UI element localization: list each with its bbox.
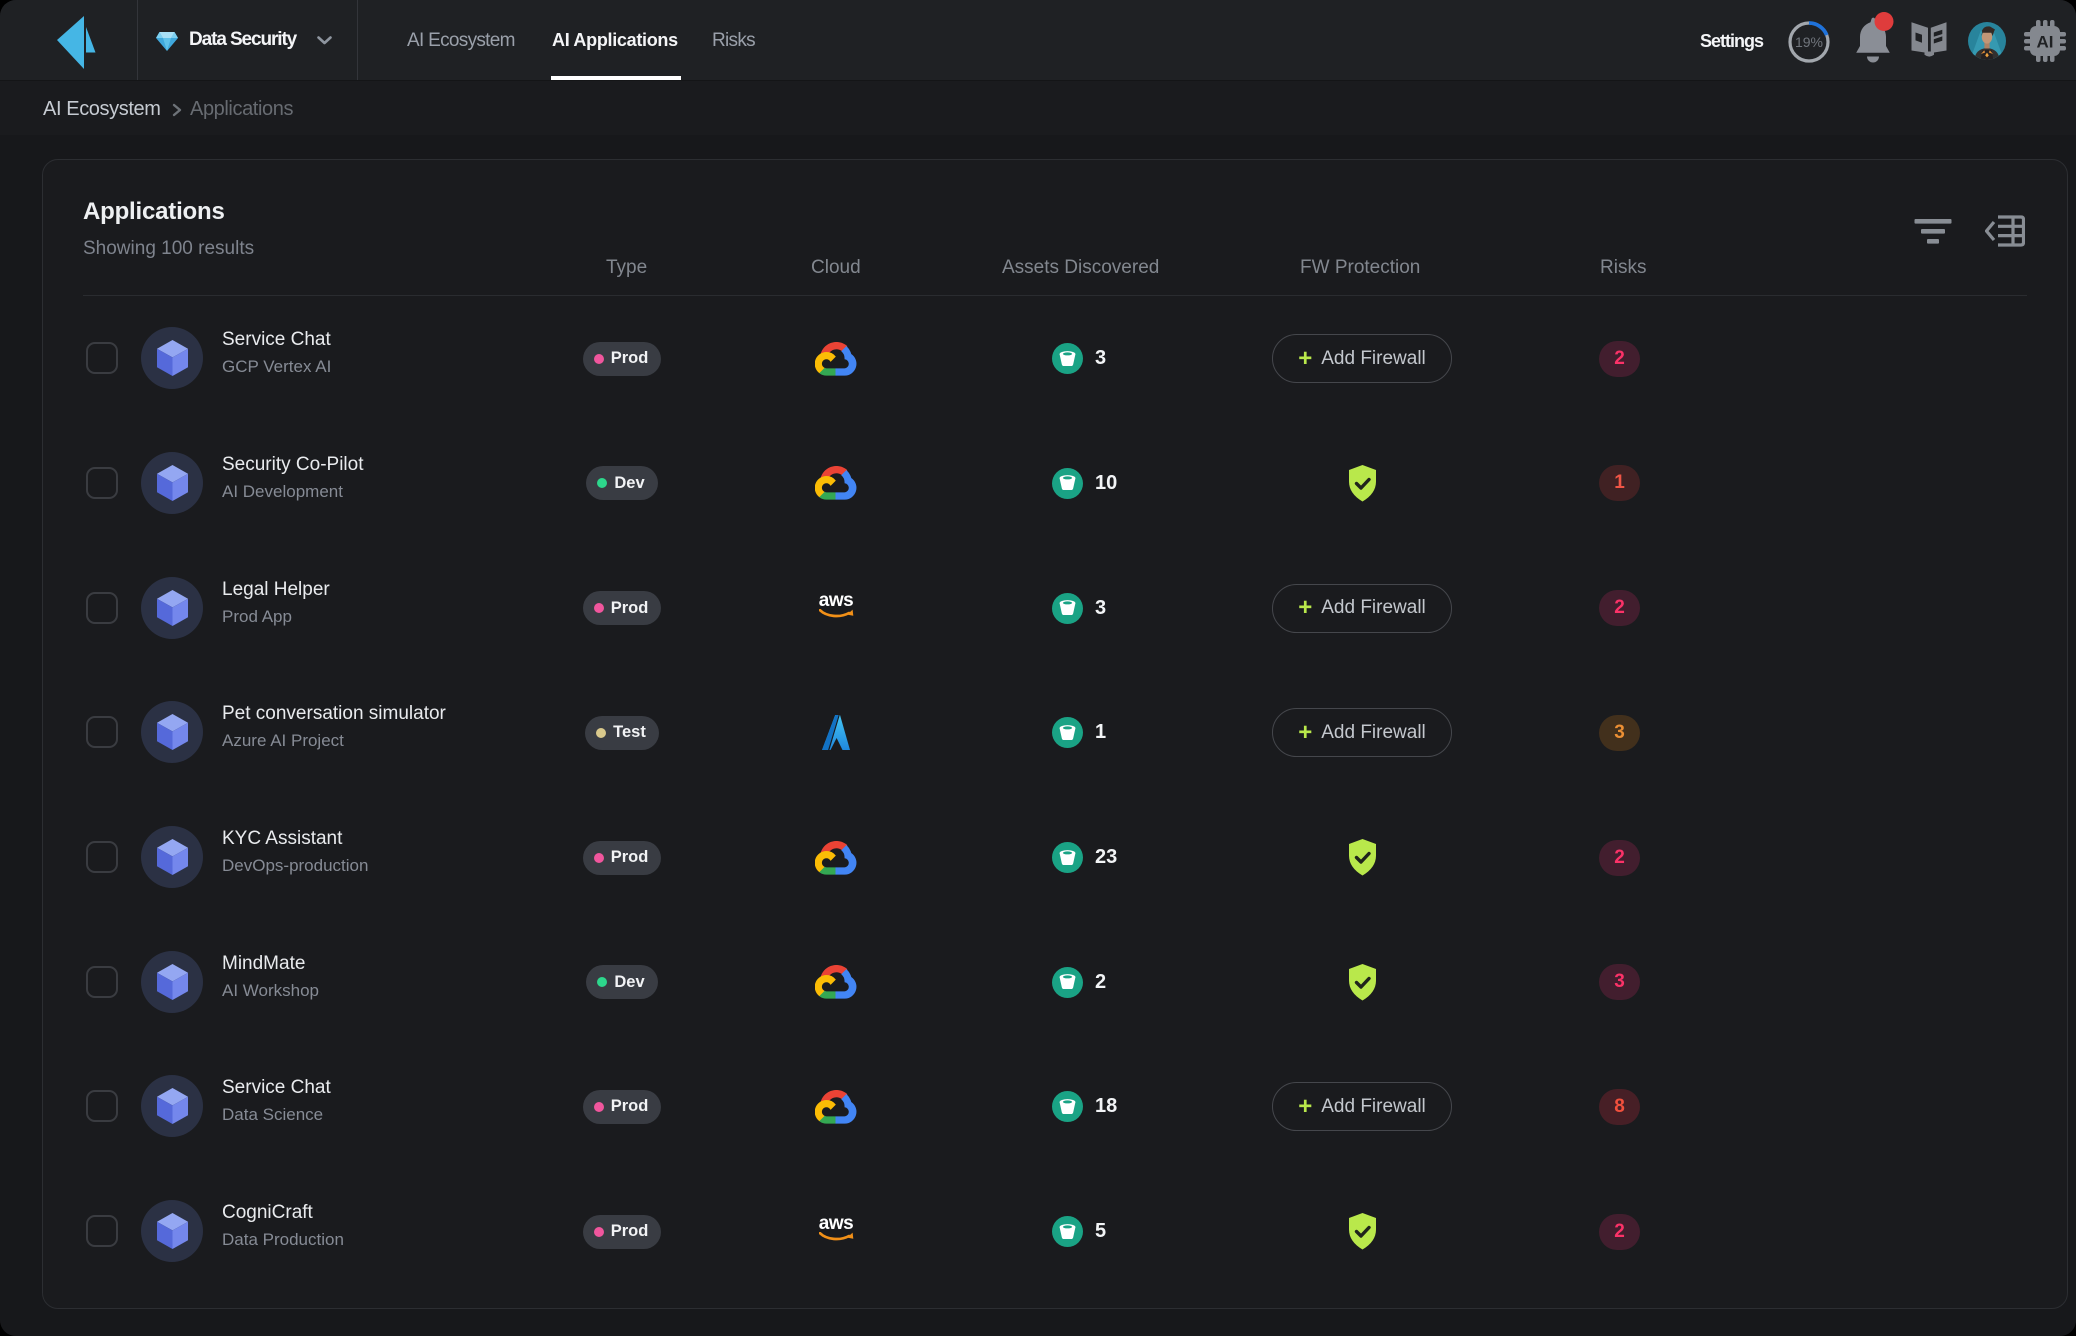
svg-text:19%: 19% — [1795, 34, 1823, 50]
svg-text:AI: AI — [2037, 33, 2054, 52]
